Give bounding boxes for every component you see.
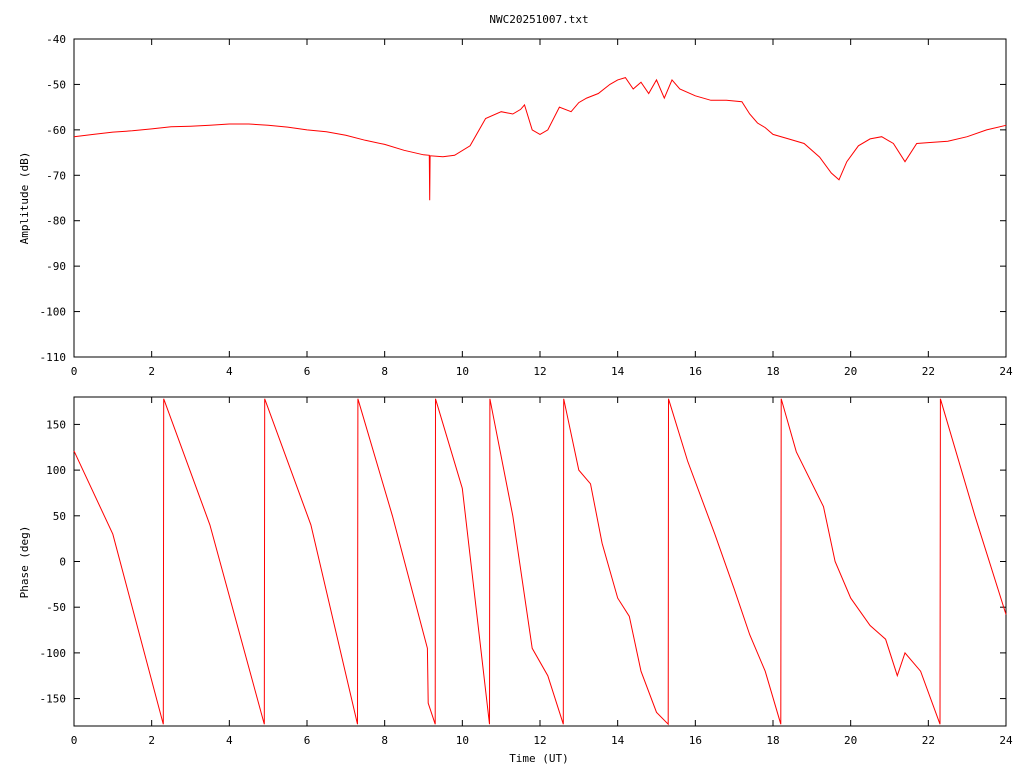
phase-x-tick-label: 4 (226, 734, 233, 747)
amplitude-y-tick-label: -50 (46, 78, 66, 91)
amplitude-x-tick-label: 16 (689, 365, 702, 378)
amplitude-y-label: Amplitude (dB) (18, 152, 31, 245)
chart-title: NWC20251007.txt (489, 13, 588, 26)
phase-x-tick-label: 10 (456, 734, 469, 747)
phase-x-tick-label: 6 (304, 734, 311, 747)
amplitude-x-tick-label: 0 (71, 365, 78, 378)
phase-x-tick-label: 0 (71, 734, 78, 747)
phase-y-tick-label: 50 (53, 510, 66, 523)
amplitude-y-tick-label: -100 (40, 306, 67, 319)
amplitude-series-line (73, 77, 1007, 201)
phase-x-axis: 0 2 4 6 8 10 12 14 16 18 20 22 24 (71, 397, 1013, 747)
amplitude-x-tick-label: 2 (148, 365, 155, 378)
amplitude-x-axis: 0 2 4 6 8 10 12 14 16 18 20 22 24 (71, 39, 1013, 378)
amplitude-x-tick-label: 14 (611, 365, 625, 378)
phase-plot-frame (73, 396, 1007, 727)
phase-x-tick-label: 12 (533, 734, 546, 747)
amplitude-x-tick-label: 6 (304, 365, 311, 378)
amplitude-x-tick-label: 12 (533, 365, 546, 378)
amplitude-x-tick-label: 20 (844, 365, 857, 378)
phase-y-label: Phase (deg) (18, 526, 31, 599)
amplitude-y-tick-label: -60 (46, 124, 66, 137)
amplitude-y-tick-label: -40 (46, 33, 66, 46)
amplitude-x-tick-label: 22 (922, 365, 935, 378)
phase-y-tick-label: 100 (46, 464, 66, 477)
phase-series-line (73, 398, 1007, 726)
amplitude-y-tick-label: -110 (40, 351, 67, 364)
amplitude-x-tick-label: 10 (456, 365, 469, 378)
phase-y-tick-label: 0 (59, 556, 66, 569)
phase-x-tick-label: 2 (148, 734, 155, 747)
phase-y-tick-label: -50 (46, 601, 66, 614)
amplitude-y-tick-label: -70 (46, 169, 66, 182)
phase-y-tick-label: 150 (46, 418, 66, 431)
amplitude-y-tick-label: -90 (46, 260, 66, 273)
phase-x-tick-label: 16 (689, 734, 702, 747)
amplitude-plot-frame (73, 38, 1007, 358)
amplitude-x-tick-label: 4 (226, 365, 233, 378)
phase-x-tick-label: 14 (611, 734, 625, 747)
phase-x-tick-label: 22 (922, 734, 935, 747)
amplitude-x-tick-label: 18 (766, 365, 779, 378)
phase-x-tick-label: 18 (766, 734, 779, 747)
amplitude-panel: -40-50-60-70-80-90-100-110 0 2 4 6 8 10 12 14 16… (18, 33, 1013, 378)
amplitude-y-axis: -40 -50 -60 -70 -80 -90 -100 -110 (40, 33, 1006, 364)
phase-y-tick-label: -150 (40, 693, 67, 706)
phase-x-label: Time (UT) (509, 752, 569, 765)
amplitude-y-tick-label: -80 (46, 215, 66, 228)
amplitude-x-tick-label: 8 (381, 365, 388, 378)
amplitude-x-tick-label: 24 (999, 365, 1013, 378)
phase-x-tick-label: 8 (381, 734, 388, 747)
phase-y-axis: 150 100 50 0 -50 -100 -150 (40, 418, 1006, 706)
phase-x-tick-label: 20 (844, 734, 857, 747)
phase-y-tick-label: -100 (40, 647, 67, 660)
phase-x-tick-label: 24 (999, 734, 1013, 747)
